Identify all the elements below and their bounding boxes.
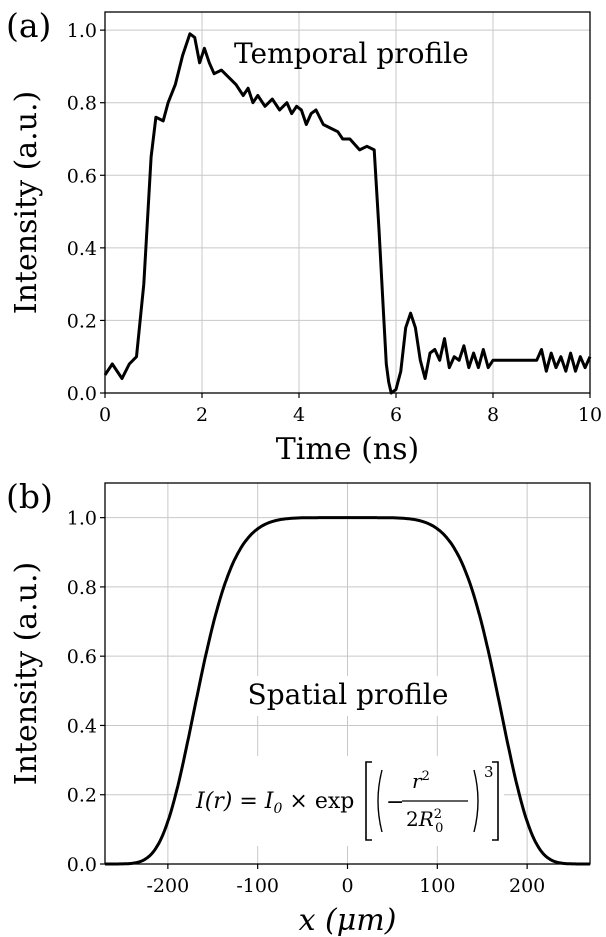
panel-label-b: (b)	[6, 477, 53, 516]
x-tick-label: 10	[578, 404, 602, 426]
formula-exponent: 3	[484, 763, 494, 781]
spatial-profile-label: Spatial profile	[248, 678, 449, 711]
x-tick-label: 2	[196, 404, 208, 426]
spatial-profile-panel: -200 -100 0 100 200 0.0 0.2 0.4 0.6 0.8 1.0 (b) Sp…	[6, 477, 591, 937]
temporal-profile-label: Temporal profile	[234, 37, 469, 70]
x-tick-label: 100	[419, 875, 455, 897]
formula-right-paren	[473, 769, 479, 833]
temporal-profile-panel: 0 2 4 6 8 10 0.0 0.2 0.4 0.6 0.8 1.0 (a) Temporal p…	[6, 6, 602, 467]
spatial-y-axis-label: Intensity (a.u.)	[9, 562, 44, 786]
spatial-profile-line	[104, 516, 591, 866]
y-tick-label: 1.0	[67, 20, 97, 42]
temporal-axes-frame	[104, 11, 591, 394]
spatial-x-axis-label: x (μm)	[299, 903, 397, 937]
y-tick-label: 0.6	[67, 646, 97, 668]
y-tick-label: 0.4	[67, 715, 97, 737]
y-tick-label: 0.4	[67, 238, 97, 260]
y-tick-label: 1.0	[67, 508, 97, 530]
x-tick-label: 0	[99, 404, 111, 426]
y-tick-label: 0.8	[67, 577, 97, 599]
panel-label-a: (a)	[6, 6, 51, 45]
y-tick-label: 0.0	[67, 854, 97, 876]
formula-left-paren	[377, 769, 383, 833]
formula-right-bracket	[492, 761, 499, 841]
temporal-y-axis-label: Intensity (a.u.)	[9, 91, 44, 315]
y-tick-label: 0.2	[67, 310, 97, 332]
x-tick-label: 200	[509, 875, 545, 897]
x-tick-label: -200	[147, 875, 190, 897]
formula-minus: −	[386, 790, 404, 815]
x-tick-label: -100	[236, 875, 279, 897]
temporal-profile-line	[103, 32, 592, 395]
temporal-ticks: 0 2 4 6 8 10 0.0 0.2 0.4 0.6 0.8 1.0	[67, 20, 602, 426]
y-tick-label: 0.0	[67, 383, 97, 405]
temporal-x-axis-label: Time (ns)	[276, 432, 419, 467]
x-tick-label: 8	[487, 404, 499, 426]
y-tick-label: 0.6	[67, 165, 97, 187]
x-tick-label: 4	[293, 404, 305, 426]
spatial-ticks: -200 -100 0 100 200 0.0 0.2 0.4 0.6 0.8 1.0	[67, 508, 545, 897]
formula-left-bracket	[365, 761, 372, 841]
y-tick-label: 0.2	[67, 785, 97, 807]
x-tick-label: 6	[390, 404, 402, 426]
x-tick-label: 0	[341, 875, 353, 897]
y-tick-label: 0.8	[67, 93, 97, 115]
annotation-background	[240, 676, 456, 716]
